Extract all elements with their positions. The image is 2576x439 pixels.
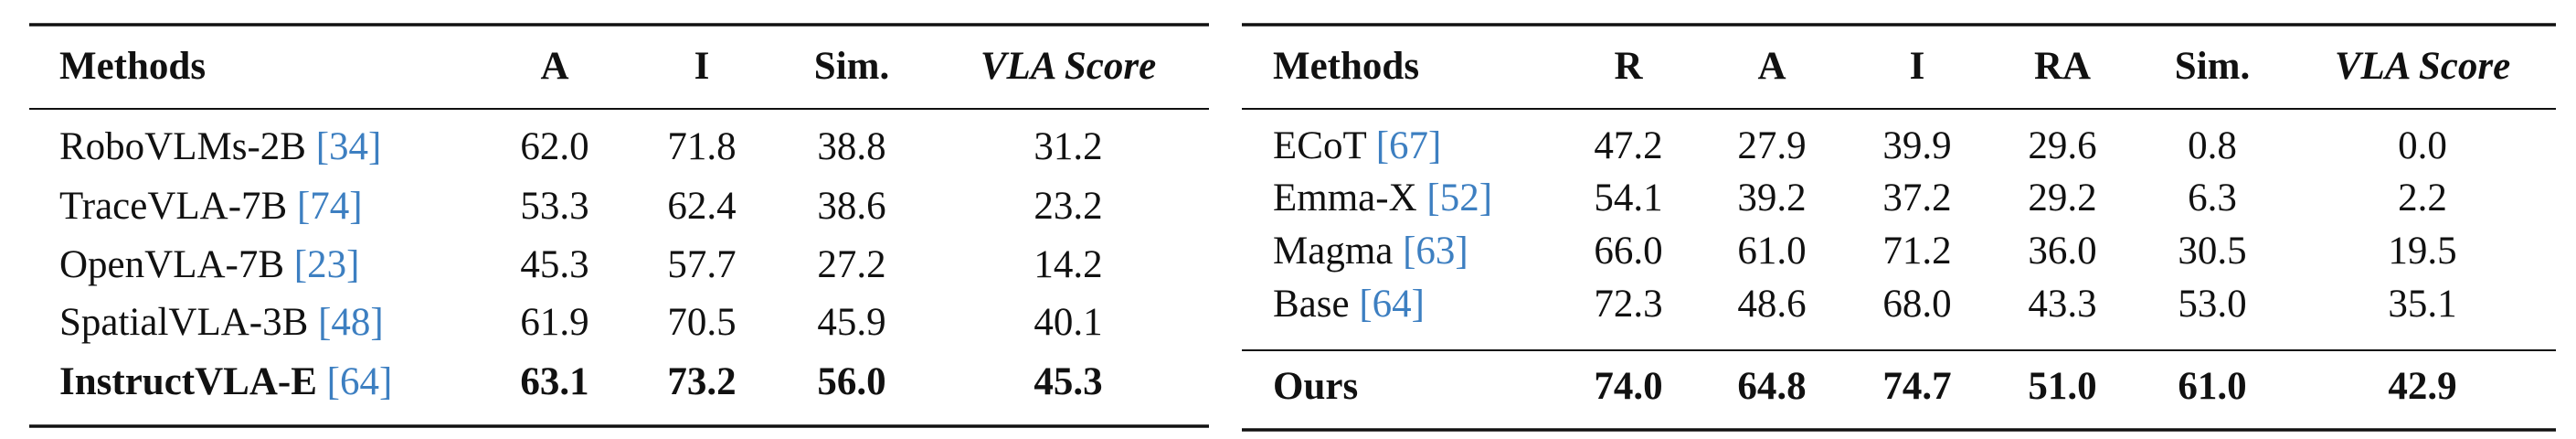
citation: [23] bbox=[294, 243, 360, 286]
cell-value: 62.4 bbox=[667, 185, 736, 228]
cell-value: 27.2 bbox=[817, 243, 885, 286]
method-name: SpatialVLA-3B [48] bbox=[59, 301, 384, 344]
cell-value: 30.5 bbox=[2178, 230, 2246, 273]
cell-value: 71.8 bbox=[667, 125, 736, 168]
column-header: Sim. bbox=[2175, 45, 2250, 88]
cell-value: 23.2 bbox=[1034, 185, 1102, 228]
column-header: Methods bbox=[59, 45, 206, 88]
cell-value: 29.2 bbox=[2028, 177, 2096, 220]
cell-value: 66.0 bbox=[1594, 230, 1662, 273]
citation: [63] bbox=[1403, 230, 1468, 273]
cell-value: 70.5 bbox=[667, 301, 736, 344]
cell-value: 36.0 bbox=[2028, 230, 2096, 273]
column-header: I bbox=[1910, 45, 1925, 88]
method-label: Magma bbox=[1273, 230, 1393, 273]
citation: [34] bbox=[316, 125, 382, 168]
column-header: VLA Score bbox=[2335, 45, 2510, 88]
citation: [52] bbox=[1426, 177, 1492, 220]
method-label: TraceVLA-7B bbox=[59, 185, 287, 228]
cell-value: 2.2 bbox=[2398, 177, 2447, 220]
cell-value: 61.0 bbox=[2178, 365, 2246, 408]
method-name: TraceVLA-7B [74] bbox=[59, 185, 363, 228]
column-header: VLA Score bbox=[981, 45, 1156, 88]
cell-value: 39.9 bbox=[1882, 124, 1951, 167]
column-header: RA bbox=[2034, 45, 2091, 88]
citation: [64] bbox=[327, 360, 393, 403]
method-name: InstructVLA-E [64] bbox=[59, 360, 392, 403]
cell-value: 63.1 bbox=[520, 360, 588, 403]
cell-value: 43.3 bbox=[2028, 283, 2096, 326]
cell-value: 53.0 bbox=[2178, 283, 2246, 326]
cell-value: 62.0 bbox=[520, 125, 588, 168]
cell-value: 74.7 bbox=[1882, 365, 1951, 408]
column-header: A bbox=[540, 45, 568, 88]
method-name: Emma-X [52] bbox=[1273, 177, 1492, 220]
column-header: A bbox=[1757, 45, 1786, 88]
cell-value: 45.3 bbox=[520, 243, 588, 286]
citation: [74] bbox=[297, 185, 363, 228]
method-label: Emma-X bbox=[1273, 177, 1417, 220]
cell-value: 40.1 bbox=[1034, 301, 1102, 344]
method-label: ECoT bbox=[1273, 124, 1366, 167]
cell-value: 74.0 bbox=[1594, 365, 1662, 408]
cell-value: 71.2 bbox=[1882, 230, 1951, 273]
cell-value: 56.0 bbox=[817, 360, 885, 403]
cell-value: 48.6 bbox=[1737, 283, 1806, 326]
method-label: RoboVLMs-2B bbox=[59, 125, 306, 168]
cell-value: 38.8 bbox=[817, 125, 885, 168]
cell-value: 61.9 bbox=[520, 301, 588, 344]
cell-value: 53.3 bbox=[520, 185, 588, 228]
citation: [64] bbox=[1359, 283, 1425, 326]
cell-value: 72.3 bbox=[1594, 283, 1662, 326]
cell-value: 45.9 bbox=[817, 301, 885, 344]
cell-value: 64.8 bbox=[1737, 365, 1806, 408]
cell-value: 6.3 bbox=[2188, 177, 2237, 220]
method-name: RoboVLMs-2B [34] bbox=[59, 125, 381, 168]
cell-value: 31.2 bbox=[1034, 125, 1102, 168]
cell-value: 0.8 bbox=[2188, 124, 2237, 167]
method-name: OpenVLA-7B [23] bbox=[59, 243, 359, 286]
method-name: Ours bbox=[1273, 365, 1358, 408]
cell-value: 29.6 bbox=[2028, 124, 2096, 167]
cell-value: 51.0 bbox=[2028, 365, 2096, 408]
cell-value: 19.5 bbox=[2388, 230, 2456, 273]
method-label: SpatialVLA-3B bbox=[59, 301, 308, 344]
cell-value: 61.0 bbox=[1737, 230, 1806, 273]
cell-value: 54.1 bbox=[1594, 177, 1662, 220]
column-header: Methods bbox=[1273, 45, 1419, 88]
method-name: Base [64] bbox=[1273, 283, 1425, 326]
citation: [48] bbox=[318, 301, 384, 344]
cell-value: 68.0 bbox=[1882, 283, 1951, 326]
cell-value: 37.2 bbox=[1882, 177, 1951, 220]
cell-value: 57.7 bbox=[667, 243, 736, 286]
cell-value: 42.9 bbox=[2388, 365, 2456, 408]
method-name: Magma [63] bbox=[1273, 230, 1468, 273]
cell-value: 39.2 bbox=[1737, 177, 1806, 220]
column-header: R bbox=[1614, 45, 1643, 88]
cell-value: 73.2 bbox=[667, 360, 736, 403]
cell-value: 14.2 bbox=[1034, 243, 1102, 286]
method-label: Base bbox=[1273, 283, 1350, 326]
method-name: ECoT [67] bbox=[1273, 124, 1441, 167]
cell-value: 0.0 bbox=[2398, 124, 2447, 167]
cell-value: 35.1 bbox=[2388, 283, 2456, 326]
column-header: Sim. bbox=[814, 45, 889, 88]
cell-value: 27.9 bbox=[1737, 124, 1806, 167]
method-label: OpenVLA-7B bbox=[59, 243, 284, 286]
column-header: I bbox=[694, 45, 710, 88]
cell-value: 38.6 bbox=[817, 185, 885, 228]
method-label: InstructVLA-E bbox=[59, 360, 317, 403]
cell-value: 45.3 bbox=[1034, 360, 1102, 403]
citation: [67] bbox=[1376, 124, 1442, 167]
method-label: Ours bbox=[1273, 365, 1358, 408]
cell-value: 47.2 bbox=[1594, 124, 1662, 167]
